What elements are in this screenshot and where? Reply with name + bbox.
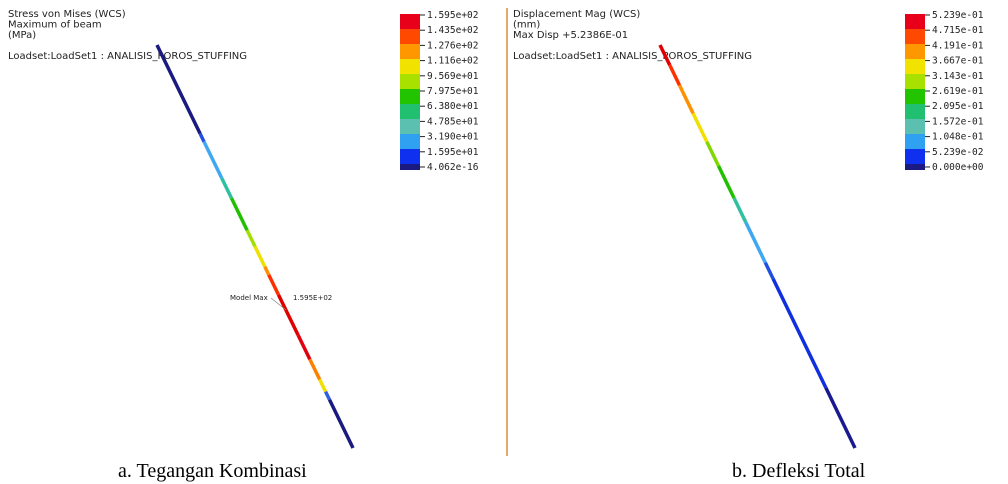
header-text: Max Disp +5.2386E-01: [513, 30, 628, 41]
header-text: Maximum of beam: [8, 20, 102, 31]
beam-segment: [746, 222, 766, 262]
legend-label: 1.276e+02: [427, 40, 478, 51]
legend-label: 4.191e-01: [932, 40, 984, 51]
header-text: (MPa): [8, 30, 36, 41]
legend-band: [400, 104, 420, 120]
legend-label: 2.095e-01: [932, 101, 984, 112]
caption: b. Defleksi Total: [732, 460, 866, 482]
legend-band: [905, 149, 925, 165]
figure: Stress von Mises (WCS)Maximum of beam(MP…: [0, 0, 1008, 484]
beam-segment: [310, 359, 320, 379]
legend-band: [905, 14, 925, 30]
beam-segment: [693, 114, 707, 142]
legend-label: 2.619e-01: [932, 86, 984, 97]
legend-label: 1.435e+02: [427, 25, 478, 36]
legend-band: [905, 59, 925, 75]
legend-label: 0.000e+00: [932, 162, 984, 173]
beam-segment: [670, 65, 680, 85]
legend-label: 7.975e+01: [427, 86, 479, 97]
legend-label: 3.190e+01: [427, 132, 479, 143]
legend-band: [905, 29, 925, 45]
legend-band: [905, 164, 925, 170]
legend-band: [400, 29, 420, 45]
legend-label: 3.143e-01: [932, 71, 984, 82]
legend-label: 4.062e-16: [427, 162, 479, 173]
legend-label: 5.239e-02: [932, 147, 983, 158]
legend-band: [400, 89, 420, 105]
legend-band: [400, 14, 420, 30]
beam-segment: [734, 198, 746, 222]
beam-segment: [680, 85, 694, 113]
beam-segment: [269, 275, 279, 295]
header-text: Loadset:LoadSet1 : ANALISIS_POROS_STUFFI…: [8, 51, 247, 62]
legend-label: 9.569e+01: [427, 71, 479, 82]
beam-segment: [765, 263, 773, 279]
beam-segment: [255, 247, 265, 267]
beam-segment: [247, 230, 255, 246]
legend-band: [400, 44, 420, 60]
beam-segment: [265, 267, 269, 275]
legend-label: 6.380e+01: [427, 101, 479, 112]
beam-segment: [826, 388, 855, 448]
beam-segment: [707, 142, 719, 166]
legend-band: [905, 119, 925, 135]
legend-label: 1.595e+02: [427, 10, 478, 21]
beam-segment: [326, 392, 330, 400]
beam-segment: [773, 279, 826, 388]
legend-band: [905, 104, 925, 120]
legend-band: [400, 119, 420, 135]
legend-label: 1.048e-01: [932, 132, 984, 143]
caption: a. Tegangan Kombinasi: [118, 460, 307, 482]
beam-segment: [320, 379, 326, 391]
beam-segment: [719, 166, 735, 198]
legend-label: 4.715e-01: [932, 25, 984, 36]
header-text: Stress von Mises (WCS): [8, 9, 126, 20]
header-text: Loadset:LoadSet1 : ANALISIS_POROS_STUFFI…: [513, 51, 752, 62]
legend-band: [400, 59, 420, 75]
legend-label: 5.239e-01: [932, 10, 984, 21]
legend-label: 3.667e-01: [932, 56, 984, 67]
legend-band: [905, 74, 925, 90]
legend-band: [905, 89, 925, 105]
legend-band: [400, 164, 420, 170]
legend-band: [905, 44, 925, 60]
legend-band: [400, 74, 420, 90]
annotation: Model Max: [230, 294, 268, 302]
header-text: Displacement Mag (WCS): [513, 9, 640, 20]
legend-band: [400, 134, 420, 150]
legend-label: 1.595e+01: [427, 147, 479, 158]
annotation: 1.595E+02: [293, 294, 332, 302]
beam-segment: [204, 142, 222, 178]
beam-segment: [200, 134, 204, 142]
header-text: (mm): [513, 20, 540, 31]
legend-band: [400, 149, 420, 165]
beam-segment: [231, 198, 247, 230]
legend-label: 4.785e+01: [427, 116, 479, 127]
legend-label: 1.572e-01: [932, 116, 984, 127]
beam-segment: [298, 335, 310, 359]
legend-band: [905, 134, 925, 150]
legend-label: 1.116e+02: [427, 56, 478, 67]
beam-segment: [329, 400, 353, 448]
beam-segment: [222, 178, 232, 198]
